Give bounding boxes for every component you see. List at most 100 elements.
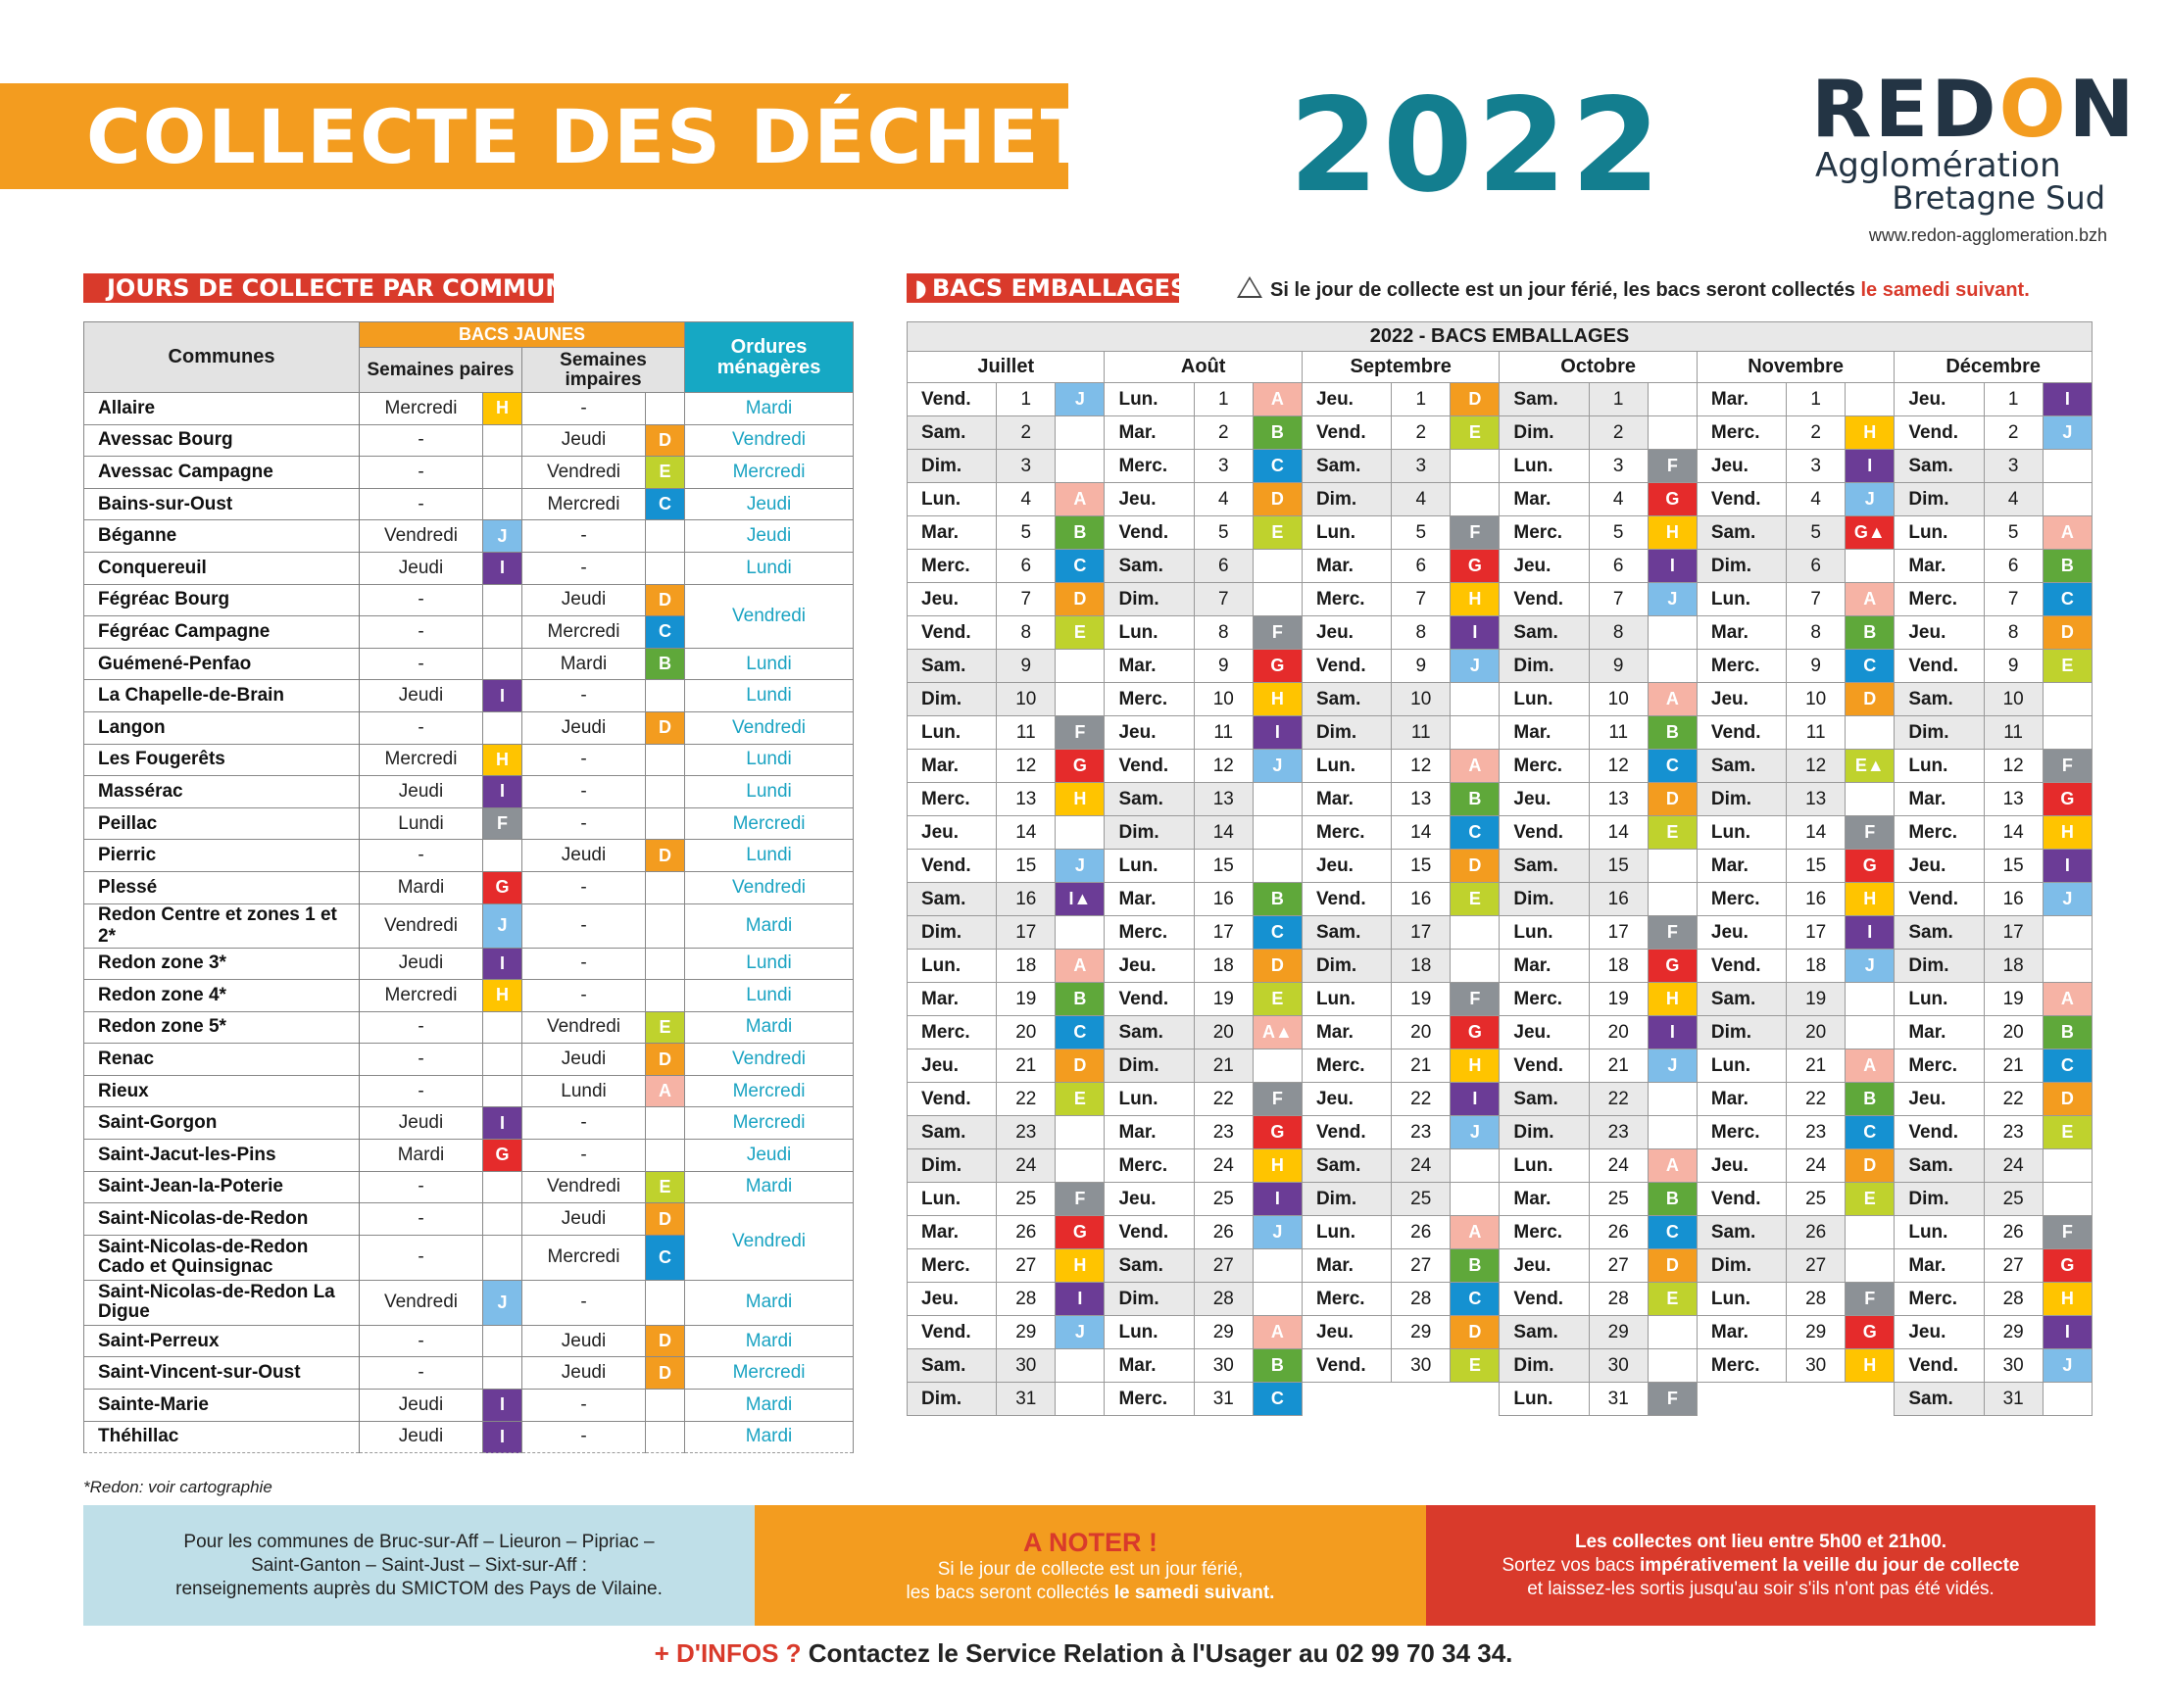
- collect-code: F: [1845, 815, 1896, 850]
- pair-code: [482, 423, 522, 458]
- collect-code: H: [1252, 682, 1303, 716]
- day-number: 28: [996, 1282, 1057, 1316]
- day-number: 7: [1588, 582, 1649, 616]
- impair-day: -: [521, 947, 646, 981]
- weekday: Mar.: [906, 515, 998, 550]
- collect-code: E: [2042, 1115, 2093, 1149]
- calendar-row: Vend. 22 E Lun. 22 F Jeu. 22 I Sam. 22 Mar. 22 B Jeu. 2…: [906, 1082, 2093, 1116]
- om-day: Lundi: [684, 947, 855, 981]
- weekday: Sam.: [1696, 515, 1788, 550]
- weekday: Sam.: [906, 1348, 998, 1383]
- impair-code: [644, 519, 686, 553]
- day-number: 4: [1588, 482, 1649, 516]
- table-row: Plessé Mardi G - Vendredi: [83, 870, 855, 904]
- commune-name: Redon zone 4*: [83, 979, 360, 1012]
- commune-name: Saint-Nicolas-de-Redon La Digue: [83, 1279, 360, 1326]
- collect-code: E: [1252, 982, 1303, 1016]
- collect-code: E: [1845, 1182, 1896, 1216]
- day-number: 25: [1391, 1182, 1452, 1216]
- weekday: Jeu.: [1104, 1182, 1195, 1216]
- day-number: 3: [996, 449, 1057, 483]
- om-day: Jeudi: [684, 1139, 855, 1172]
- om-day: Vendredi: [684, 1043, 855, 1076]
- weekday: Jeu.: [1894, 1082, 1985, 1116]
- commune-name: Conquereuil: [83, 551, 360, 585]
- weekday: Mar.: [906, 982, 998, 1016]
- collect-code: G: [1845, 1315, 1896, 1349]
- day-number: 5: [1983, 515, 2044, 550]
- day-number: 27: [1983, 1248, 2044, 1283]
- pair-day: -: [359, 1074, 483, 1108]
- day-number: 8: [1983, 615, 2044, 650]
- collect-code: G: [1647, 482, 1698, 516]
- day-number: 12: [1983, 749, 2044, 783]
- commune-name: Saint-Nicolas-de-Redon Cado et Quinsigna…: [83, 1234, 360, 1281]
- weekday: Jeu.: [1894, 382, 1985, 416]
- day-number: 11: [996, 715, 1057, 750]
- collect-code: [1252, 549, 1303, 583]
- collect-code: [1252, 782, 1303, 816]
- weekday: Sam.: [1499, 849, 1590, 883]
- weekday: Dim.: [906, 1382, 998, 1416]
- day-number: 9: [1193, 649, 1254, 683]
- pair-code: J: [482, 519, 522, 553]
- collect-code: I: [1055, 1282, 1106, 1316]
- calendar-row: Mar. 5 B Vend. 5 E Lun. 5 F Merc. 5 H Sam. 5 G▲ Lun. 5 A: [906, 515, 2093, 550]
- pair-day: -: [359, 1170, 483, 1204]
- weekday: Merc.: [906, 1015, 998, 1049]
- collect-code: [1845, 715, 1896, 750]
- collect-code: A: [1845, 582, 1896, 616]
- weekday: Vend.: [1894, 415, 1985, 450]
- day-number: 7: [996, 582, 1057, 616]
- day-number: 13: [1983, 782, 2044, 816]
- day-number: 23: [1193, 1115, 1254, 1149]
- table-row: Massérac Jeudi I - Lundi: [83, 775, 855, 808]
- collect-code: E: [1055, 1082, 1106, 1116]
- day-number: 4: [1391, 482, 1452, 516]
- collect-code: E▲: [1845, 749, 1896, 783]
- calendar-row: Jeu. 7 D Dim. 7 Merc. 7 H Vend. 7 J Lun. 7 A Merc. 7 C: [906, 582, 2093, 616]
- weekday: Sam.: [1696, 749, 1788, 783]
- collect-code: A: [1450, 749, 1501, 783]
- weekday: Mar.: [1696, 1315, 1788, 1349]
- commune-name: Massérac: [83, 775, 360, 808]
- om-day: Mardi: [684, 1420, 855, 1454]
- impair-day: -: [521, 1389, 646, 1422]
- impair-day: Jeudi: [521, 710, 646, 745]
- day-number: 22: [1786, 1082, 1847, 1116]
- weekday: Mar.: [1104, 649, 1195, 683]
- calendar-row: Merc. 6 C Sam. 6 Mar. 6 G Jeu. 6 I Dim. 6 Mar. 6 B: [906, 549, 2093, 583]
- weekday: Jeu.: [906, 1282, 998, 1316]
- collect-code: D: [1252, 482, 1303, 516]
- weekday: Jeu.: [1104, 949, 1195, 983]
- day-number: 28: [1391, 1282, 1452, 1316]
- impair-code: [644, 903, 686, 949]
- collect-code: F: [1055, 1182, 1106, 1216]
- collect-code: G: [2042, 782, 2093, 816]
- collect-code: H: [2042, 815, 2093, 850]
- day-number: 29: [1786, 1315, 1847, 1349]
- empty-cell: [1451, 1383, 1500, 1416]
- day-number: 27: [1193, 1248, 1254, 1283]
- weekday: Dim.: [1894, 482, 1985, 516]
- day-number: 3: [1786, 449, 1847, 483]
- day-number: 1: [996, 382, 1057, 416]
- pair-day: Jeudi: [359, 1420, 483, 1454]
- day-number: 16: [1786, 882, 1847, 916]
- day-number: 2: [996, 415, 1057, 450]
- commune-name: Bains-sur-Oust: [83, 487, 360, 521]
- day-number: 18: [1588, 949, 1649, 983]
- collect-code: B: [1647, 1182, 1698, 1216]
- weekday: Merc.: [1301, 1282, 1393, 1316]
- weekday: Dim.: [906, 1148, 998, 1183]
- table-row: Saint-Nicolas-de-Redon Cado et Quinsigna…: [83, 1234, 854, 1281]
- day-number: 4: [996, 482, 1057, 516]
- website-link[interactable]: www.redon-agglomeration.bzh: [1868, 225, 2107, 245]
- commune-name: Allaire: [83, 392, 360, 425]
- weekday: Dim.: [1104, 1049, 1195, 1083]
- om-day: Mercredi: [684, 456, 855, 489]
- om-day: Mardi: [684, 392, 855, 425]
- collect-code: B: [1252, 1348, 1303, 1383]
- collect-code: F: [1252, 615, 1303, 650]
- collect-code: D: [1845, 1148, 1896, 1183]
